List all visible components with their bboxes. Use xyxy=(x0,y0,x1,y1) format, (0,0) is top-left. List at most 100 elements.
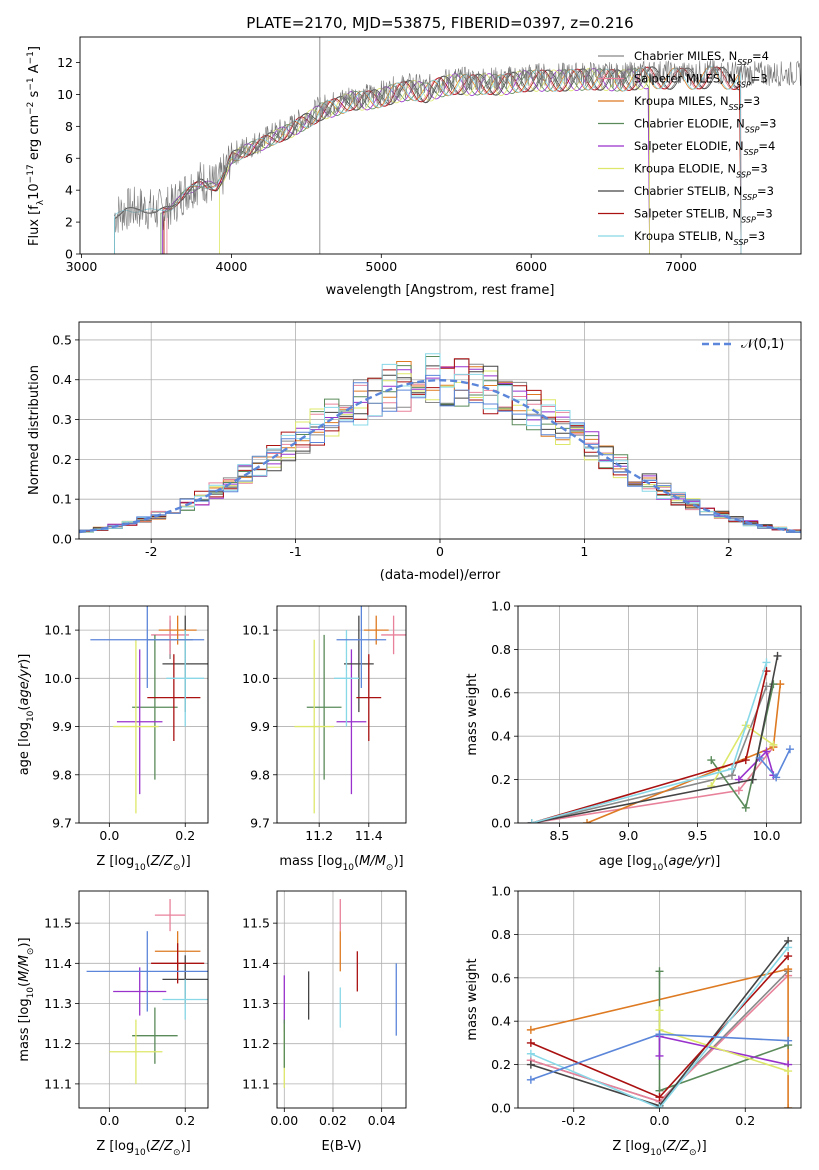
axes-frame xyxy=(276,605,407,824)
legend-entry: 𝒩(0,1) xyxy=(741,337,784,352)
x-axis-label: Z [log10(Z/Z⊙)] xyxy=(96,854,190,873)
y-tick-label: 10.1 xyxy=(242,623,270,638)
histogram-step xyxy=(79,353,801,533)
data-marker xyxy=(526,1075,535,1084)
age-vs-mass-plot-area xyxy=(294,606,406,814)
data-marker xyxy=(762,747,771,756)
x-tick-label: 1 xyxy=(580,544,588,559)
axes-frame xyxy=(78,605,209,824)
axes-frame xyxy=(517,605,802,824)
x-tick-label: 0 xyxy=(436,544,444,559)
data-marker xyxy=(748,775,757,784)
legend-entry: Salpeter MILES, NSSP=3 xyxy=(634,72,768,90)
y-tick-label: 11.4 xyxy=(44,956,72,971)
data-marker xyxy=(655,1051,664,1060)
data-marker xyxy=(734,786,743,795)
y-tick-label: 0 xyxy=(65,247,73,262)
x-tick-label: 2 xyxy=(725,544,733,559)
data-marker xyxy=(527,819,536,823)
data-marker xyxy=(583,819,592,823)
y-tick-label: 8 xyxy=(65,119,73,134)
data-marker xyxy=(526,1049,535,1058)
y-tick-label: 9.8 xyxy=(52,767,72,782)
data-marker xyxy=(784,1104,793,1108)
y-tick-label: 0.6 xyxy=(491,970,511,985)
x-tick-label: 6000 xyxy=(515,259,547,274)
data-marker xyxy=(655,967,664,976)
y-tick-label: 0.8 xyxy=(491,642,511,657)
age-vs-Z-panel: 0.0 0.2 9.7 9.8 9.9 10.0 10.1 xyxy=(44,605,209,843)
axes-frame xyxy=(78,890,209,1109)
y-tick-label: 0.3 xyxy=(52,412,72,427)
residual-histogram-plot-area xyxy=(79,353,801,534)
legend-entry: Kroupa STELIB, NSSP=3 xyxy=(634,229,765,247)
data-marker xyxy=(655,1030,664,1039)
legend-entry: Chabrier STELIB, NSSP=3 xyxy=(634,184,774,202)
y-tick-label: 0.0 xyxy=(491,1101,511,1116)
x-tick-label: -2 xyxy=(145,544,157,559)
model-curve-chabrier-stelib xyxy=(114,66,742,254)
y-tick-label: 11.1 xyxy=(242,1076,270,1091)
y-tick-label: 11.3 xyxy=(242,996,270,1011)
legend-entry: Chabrier ELODIE, NSSP=3 xyxy=(634,117,776,135)
y-tick-label: 0.0 xyxy=(52,532,72,547)
y-axis-label: Flux [fλ10−17 erg cm−2 s−1 A−1] xyxy=(26,46,46,246)
data-marker xyxy=(762,658,771,667)
y-tick-label: 2 xyxy=(65,215,73,230)
weight-line-kroupa-stelib xyxy=(531,662,768,823)
data-marker xyxy=(784,1036,793,1045)
x-tick-label: 0.2 xyxy=(175,1113,195,1128)
y-tick-label: 1.0 xyxy=(491,884,511,899)
gaussian-curve xyxy=(79,378,801,534)
x-tick-label: 9.5 xyxy=(688,828,708,843)
axes-frame xyxy=(79,36,802,255)
y-tick-label: 0.0 xyxy=(491,816,511,831)
weight-vs-Z-panel: -0.2 0.0 0.2 0.0 0.2 0.4 0.6 0.8 1.0 xyxy=(491,884,802,1128)
weight-vs-age-plot-area xyxy=(527,651,794,823)
weight-line-chabrier-stelib xyxy=(531,655,779,823)
x-axis-label: Z [log10(Z/Z⊙)] xyxy=(96,1139,190,1158)
x-axis-label: age [log10(age/yr)] xyxy=(599,854,721,873)
data-marker xyxy=(707,782,716,791)
y-axis-label: age [log10(age/yr)] xyxy=(17,654,36,776)
data-marker xyxy=(772,773,781,782)
y-tick-label: 0.4 xyxy=(491,1014,511,1029)
x-tick-label: 8.5 xyxy=(549,828,569,843)
weight-line-chabrier-elodie xyxy=(710,683,775,810)
y-tick-label: 9.8 xyxy=(250,767,270,782)
y-tick-label: 10.0 xyxy=(44,671,72,686)
age-vs-mass-panel: 11.2 11.4 9.7 9.8 9.9 10.0 10.1 xyxy=(242,605,407,843)
data-marker xyxy=(776,680,785,689)
y-tick-label: 11.5 xyxy=(242,916,270,931)
x-tick-label: 0.2 xyxy=(175,828,195,843)
y-tick-label: 10.0 xyxy=(242,671,270,686)
age-vs-Z-plot-area xyxy=(90,606,208,814)
x-tick-label: -1 xyxy=(289,544,301,559)
x-tick-label: 0.00 xyxy=(270,1113,298,1128)
x-tick-label: 10.0 xyxy=(753,828,781,843)
y-tick-label: 11.3 xyxy=(44,996,72,1011)
weight-vs-Z-plot-area xyxy=(526,936,793,1108)
y-axis-label: Normed distribution xyxy=(27,365,42,495)
mass-vs-Z-plot-area xyxy=(86,899,208,1084)
y-tick-label: 11.5 xyxy=(44,916,72,931)
data-marker xyxy=(741,803,750,812)
data-marker xyxy=(769,740,778,749)
axes-frame xyxy=(276,890,407,1109)
y-tick-label: 0.1 xyxy=(52,492,72,507)
axes-frame xyxy=(517,890,802,1109)
data-marker xyxy=(784,965,793,974)
x-tick-label: 5000 xyxy=(365,259,397,274)
data-marker xyxy=(655,1104,664,1108)
histogram-step xyxy=(79,374,801,533)
x-axis-label: Z [log10(Z/Z⊙)] xyxy=(612,1139,706,1158)
y-axis-label: mass [log10(M/M⊙)] xyxy=(17,937,36,1061)
x-tick-label: 0.2 xyxy=(735,1113,755,1128)
x-axis-label: wavelength [Angstrom, rest frame] xyxy=(326,283,555,298)
y-axis-label: mass weight xyxy=(465,673,480,755)
data-marker xyxy=(727,764,736,773)
x-tick-label: 3000 xyxy=(66,259,98,274)
weight-line-kroupa-stelib xyxy=(530,946,789,1108)
data-marker xyxy=(755,753,764,762)
